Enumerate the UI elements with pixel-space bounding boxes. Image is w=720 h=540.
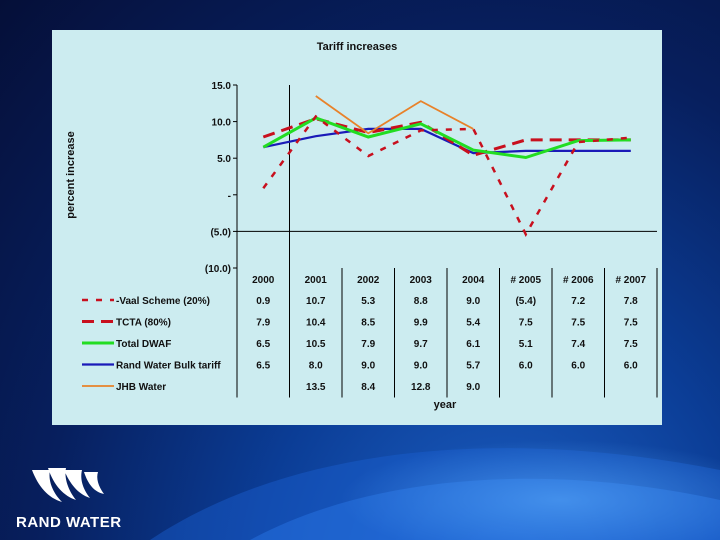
data-table-cell: 9.0 — [466, 296, 480, 307]
x-tick-label: # 2006 — [563, 275, 594, 286]
data-table-cell: 7.4 — [571, 339, 585, 350]
x-axis-label: year — [434, 399, 457, 411]
data-table-cell: 10.5 — [306, 339, 326, 350]
data-table-cell: 5.3 — [361, 296, 375, 307]
x-tick-label: 2002 — [357, 275, 380, 286]
data-table-cell: 5.4 — [466, 318, 480, 329]
data-table-cell: 6.5 — [256, 339, 270, 350]
data-table-cell: 6.0 — [519, 361, 533, 372]
legend-vaal-scheme-20-label: -Vaal Scheme (20%) — [116, 296, 210, 307]
y-tick-label: (10.0) — [205, 264, 231, 275]
y-tick-label: 15.0 — [212, 81, 232, 92]
series-line-jhb-water — [315, 95, 474, 135]
data-table-cell: 9.0 — [361, 361, 375, 372]
series-line-rand-water-bulk-tariff — [263, 127, 631, 155]
legend-rand-water-bulk-tariff-label: Rand Water Bulk tariff — [116, 361, 221, 372]
legend-tcta-80-label: TCTA (80%) — [116, 318, 171, 329]
data-table-cell: 5.7 — [466, 361, 480, 372]
data-table-cell: (5.4) — [515, 296, 536, 307]
data-table-cell: 9.9 — [414, 318, 428, 329]
data-table-cell: 7.5 — [519, 318, 533, 329]
legend-jhb-water-label: JHB Water — [116, 382, 166, 393]
x-tick-label: 2004 — [462, 275, 485, 286]
y-tick-label: - — [228, 191, 231, 202]
data-table-cell: 7.8 — [624, 296, 638, 307]
data-table-cell: 6.5 — [256, 361, 270, 372]
data-table-cell: 9.7 — [414, 339, 428, 350]
data-table-cell: 6.0 — [624, 361, 638, 372]
data-table-cell: 8.0 — [309, 361, 323, 372]
data-table-cell: 5.1 — [519, 339, 533, 350]
y-tick-label: 5.0 — [217, 154, 231, 165]
rand-water-logo — [32, 468, 104, 502]
data-table-cell: 7.5 — [624, 318, 638, 329]
x-tick-label: 2003 — [410, 275, 433, 286]
data-table-cell: 7.9 — [256, 318, 270, 329]
data-table-cell: 7.5 — [624, 339, 638, 350]
data-table-cell: 7.2 — [571, 296, 585, 307]
x-tick-label: # 2005 — [510, 275, 541, 286]
data-table-cell: 9.0 — [414, 361, 428, 372]
data-table-cell: 9.0 — [466, 382, 480, 393]
chart-title: Tariff increases — [317, 41, 398, 53]
brand-name: RAND WATER — [16, 514, 122, 531]
x-tick-label: # 2007 — [615, 275, 646, 286]
data-table-cell: 8.4 — [361, 382, 375, 393]
data-table-cell: 8.8 — [414, 296, 428, 307]
data-table-cell: 12.8 — [411, 382, 431, 393]
data-table-cell: 0.9 — [256, 296, 270, 307]
y-tick-label: (5.0) — [210, 227, 231, 238]
chart-panel: Tariff increases percent increase year 15.0… — [52, 30, 662, 425]
data-table-cell: 6.1 — [466, 339, 480, 350]
data-table-cell: 10.7 — [306, 296, 326, 307]
line-chart: Tariff increases percent increase year 15.0… — [65, 41, 658, 411]
series-line-vaal-scheme-20 — [262, 114, 631, 237]
data-table-cell: 13.5 — [306, 382, 326, 393]
data-table-cell: 6.0 — [571, 361, 585, 372]
data-table-cell: 7.5 — [571, 318, 585, 329]
series-line-total-dwaf — [262, 116, 631, 160]
data-table-cell: 10.4 — [306, 318, 326, 329]
y-tick-label: 10.0 — [212, 118, 232, 129]
x-tick-label: 2000 — [252, 275, 275, 286]
y-axis-label: percent increase — [65, 131, 77, 218]
data-table-cell: 8.5 — [361, 318, 375, 329]
x-tick-label: 2001 — [305, 275, 328, 286]
data-table-cell: 7.9 — [361, 339, 375, 350]
legend-total-dwaf-label: Total DWAF — [116, 339, 171, 350]
